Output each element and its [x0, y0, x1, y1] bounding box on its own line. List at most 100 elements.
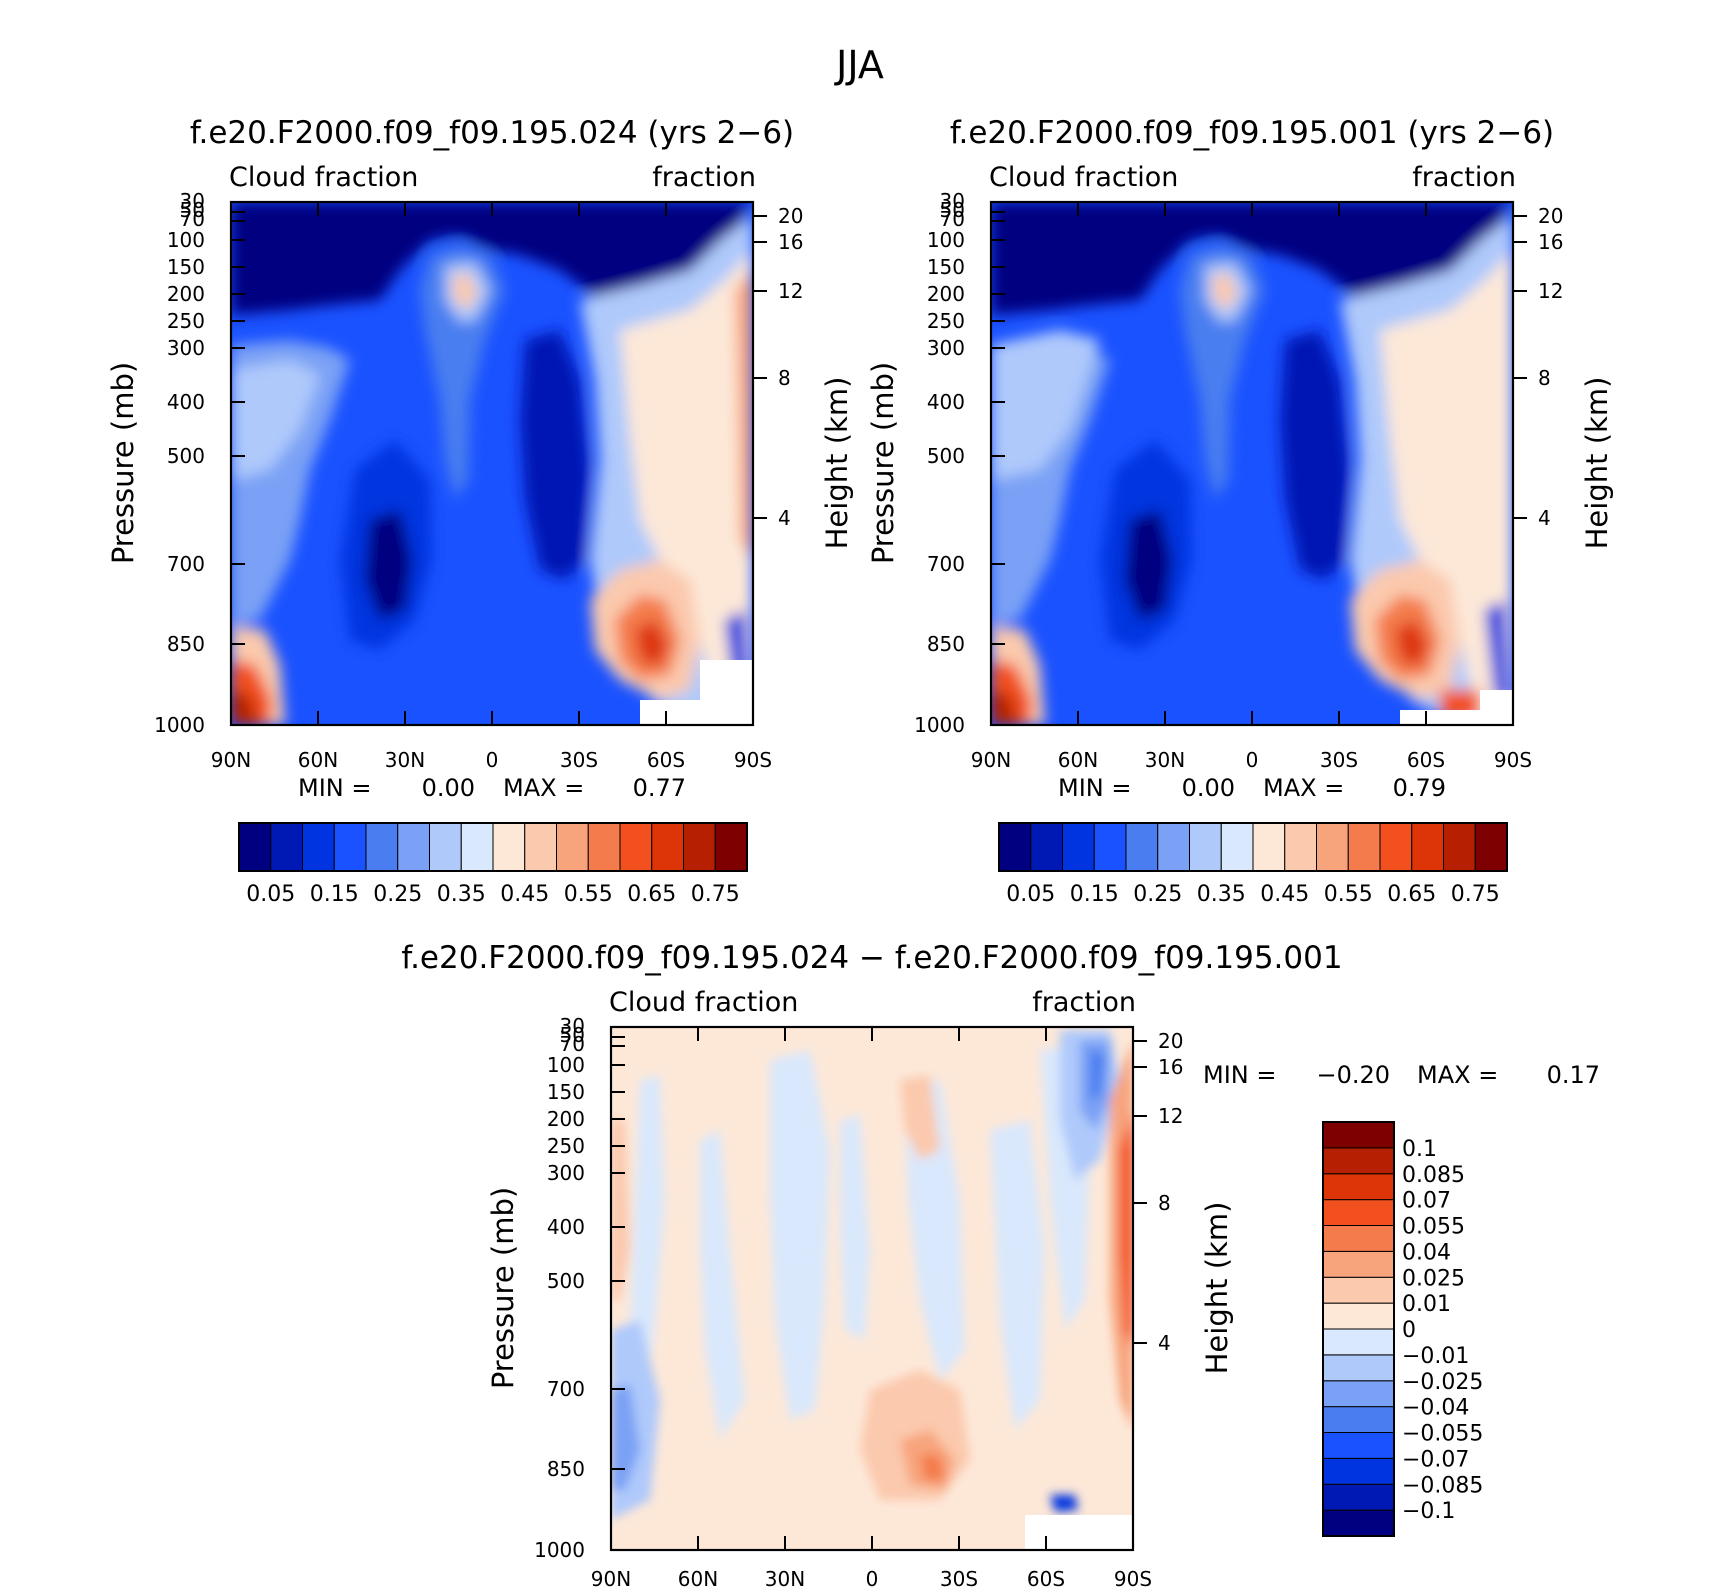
panel-3-title: f.e20.F2000.f09_f09.195.024 − f.e20.F200…: [401, 940, 1342, 976]
contour-region-itcz-max: [1212, 274, 1238, 310]
p-tick-250: 250: [927, 309, 965, 333]
contour-region-sh-upper-neg-core: [1090, 1050, 1105, 1100]
h-tick-8: 8: [1538, 366, 1551, 390]
lat-tick-30s: 30S: [940, 1567, 978, 1589]
colorbar-label: 0.35: [437, 882, 486, 907]
panel-2-max-value: 0.79: [1393, 774, 1446, 802]
contour-region-arctic-max: [231, 690, 258, 725]
p-tick-200: 200: [927, 282, 965, 306]
h-tick-4: 4: [1538, 506, 1551, 530]
p-tick-150: 150: [167, 255, 205, 279]
contour-region-nh-mid-lighter: [231, 360, 320, 480]
panel-3-colorbar: 0.10.0850.070.0550.040.0250.010−0.01−0.0…: [1322, 1121, 1483, 1537]
colorbar-label: 0.05: [1006, 882, 1055, 907]
colorbar-label: 0: [1402, 1318, 1416, 1343]
colorbar-swatch: [1322, 1432, 1395, 1459]
figure-title: JJA: [834, 43, 884, 87]
colorbar-label: 0.1: [1402, 1137, 1437, 1162]
colorbar-swatch: [1379, 822, 1413, 872]
panel-1-y-axis-label: Pressure (mb): [106, 362, 140, 564]
colorbar-swatch: [1322, 1225, 1395, 1252]
colorbar-swatch: [619, 822, 653, 872]
lat-tick-30n: 30N: [1145, 748, 1185, 772]
panel-3-x-ticks: [697, 1027, 1047, 1550]
colorbar-label: 0.05: [246, 882, 295, 907]
colorbar-swatch: [1284, 822, 1317, 872]
contour-region-itcz-light: [1180, 245, 1265, 500]
colorbar-frame: [238, 822, 748, 872]
contour-region-pos-warm-5: [900, 1075, 940, 1160]
panel-1-x-tick-labels: 90N 60N 30N 0 30S 60S 90S: [211, 748, 772, 772]
colorbar-swatch: [1322, 1302, 1395, 1330]
p-tick-300: 300: [167, 336, 205, 360]
contour-region-nh-mid-lighter: [991, 330, 1100, 480]
colorbar-swatch: [1322, 1328, 1395, 1356]
lat-tick-60s: 60S: [1407, 748, 1445, 772]
colorbar-swatch: [460, 822, 494, 872]
p-tick-300: 300: [547, 1161, 585, 1185]
lat-tick-60s: 60S: [1027, 1567, 1065, 1589]
panel-1-title: f.e20.F2000.f09_f09.195.024 (yrs 2−6): [190, 115, 794, 151]
lat-tick-0: 0: [866, 1567, 879, 1589]
panel-2-colorbar: 0.05 0.15 0.25 0.35 0.45 0.55 0.65 0.75: [998, 822, 1508, 907]
p-tick-70: 70: [560, 1032, 585, 1056]
panel-2-max-label: MAX =: [1263, 774, 1344, 802]
panel-2-y2-axis-label: Height (km): [1580, 377, 1614, 550]
lat-tick-60n: 60N: [298, 748, 338, 772]
panel-2-y-ticks: [991, 201, 1527, 645]
h-tick-12: 12: [1158, 1104, 1183, 1128]
colorbar-swatch: [1189, 822, 1222, 872]
panel-1-right-string: fraction: [652, 162, 756, 193]
p-tick-250: 250: [167, 309, 205, 333]
panel-1-plot-area: [231, 202, 753, 725]
p-tick-50: 50: [560, 1023, 585, 1047]
h-tick-4: 4: [778, 506, 791, 530]
colorbar-swatch: [1322, 1250, 1395, 1278]
colorbar-label: 0.055: [1402, 1215, 1465, 1240]
panel-1-min-value: 0.00: [422, 774, 475, 802]
colorbar-label: −0.04: [1402, 1396, 1469, 1421]
colorbar-label: 0.15: [1070, 882, 1119, 907]
panel-3-plot-area: [611, 1027, 1133, 1550]
colorbar-swatch: [1322, 1276, 1395, 1304]
h-tick-20: 20: [1538, 204, 1563, 228]
lat-tick-60s: 60S: [647, 748, 685, 772]
panel-1-max-value: 0.77: [633, 774, 686, 802]
panel-3-max-label: MAX =: [1417, 1061, 1498, 1089]
colorbar-swatch: [1322, 1380, 1395, 1408]
p-tick-150: 150: [927, 255, 965, 279]
p-tick-30: 30: [940, 189, 965, 213]
p-tick-70: 70: [940, 207, 965, 231]
lat-tick-90s: 90S: [734, 748, 772, 772]
p-tick-100: 100: [927, 228, 965, 252]
colorbar-swatch: [1220, 822, 1254, 872]
panel-2-x-ticks: [1077, 202, 1427, 725]
h-tick-8: 8: [778, 366, 791, 390]
panel-2-height-tick-labels: 20 16 12 8 4: [1538, 204, 1563, 530]
colorbar-swatch: [1252, 822, 1286, 872]
p-tick-150: 150: [547, 1080, 585, 1104]
colorbar-swatch: [1322, 1354, 1395, 1382]
colorbar-label: −0.07: [1402, 1447, 1469, 1472]
colorbar-swatch: [1322, 1173, 1395, 1201]
contour-region-neg-band-4: [840, 1115, 870, 1340]
colorbar-swatch: [270, 822, 303, 872]
panel-2: f.e20.F2000.f09_f09.195.001 (yrs 2−6) Cl…: [866, 115, 1614, 907]
colorbar-swatch: [1322, 1199, 1395, 1226]
contour-region-antarctic-edge: [735, 270, 753, 560]
p-tick-200: 200: [167, 282, 205, 306]
contour-region-sh-warm: [1380, 250, 1513, 725]
colorbar-swatch: [1322, 1509, 1395, 1537]
colorbar-swatch: [333, 822, 367, 872]
p-tick-50: 50: [940, 198, 965, 222]
p-tick-700: 700: [927, 552, 965, 576]
panel-3-left-string: Cloud fraction: [609, 987, 798, 1018]
h-tick-16: 16: [1158, 1055, 1183, 1079]
contour-region-sh-warm: [620, 250, 753, 725]
p-tick-300: 300: [927, 336, 965, 360]
panel-1-min-label: MIN =: [298, 774, 371, 802]
panel-3-height-tick-labels: 20 16 12 8 4: [1158, 1029, 1183, 1355]
colorbar-swatch: [429, 822, 462, 872]
colorbar-label: 0.65: [627, 882, 676, 907]
panel-1-y-tick-labels: 30 50 70 100 150 200 250 300 400 500 700…: [154, 189, 205, 737]
